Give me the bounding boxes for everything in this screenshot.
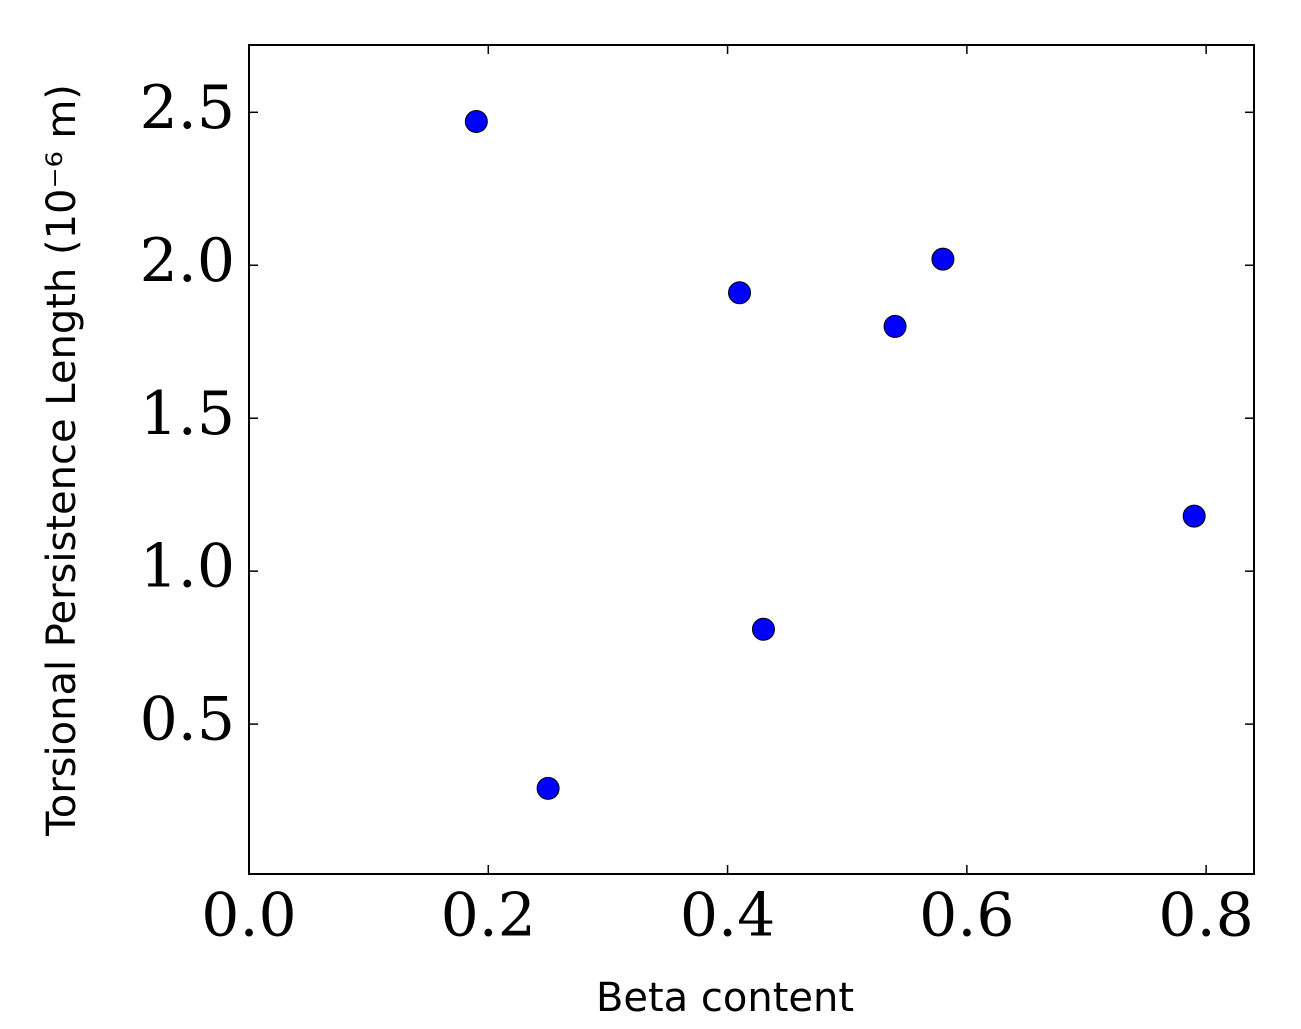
point bbox=[1182, 504, 1206, 528]
y-tick-label: 1.5 bbox=[140, 379, 235, 449]
point bbox=[751, 617, 775, 641]
x-tick-label: 0.6 bbox=[919, 881, 1014, 951]
point bbox=[728, 281, 752, 305]
x-tick-label: 0.8 bbox=[1158, 881, 1253, 951]
point bbox=[883, 314, 907, 338]
x-tick-label: 0.0 bbox=[201, 881, 296, 951]
y-tick-label: 2.0 bbox=[140, 226, 235, 296]
point bbox=[464, 109, 488, 133]
point bbox=[931, 247, 955, 271]
point bbox=[536, 776, 560, 800]
y-tick-label: 1.0 bbox=[140, 532, 235, 602]
x-tick-label: 0.4 bbox=[680, 881, 775, 951]
x-axis-label: Beta content bbox=[596, 975, 854, 1021]
plot-frame bbox=[248, 44, 1255, 875]
y-axis-label: Torsional Persistence Length (10⁻⁶ m) bbox=[39, 84, 85, 837]
y-tick-label: 0.5 bbox=[140, 685, 235, 755]
x-tick-label: 0.2 bbox=[441, 881, 536, 951]
y-tick-label: 2.5 bbox=[140, 73, 235, 143]
